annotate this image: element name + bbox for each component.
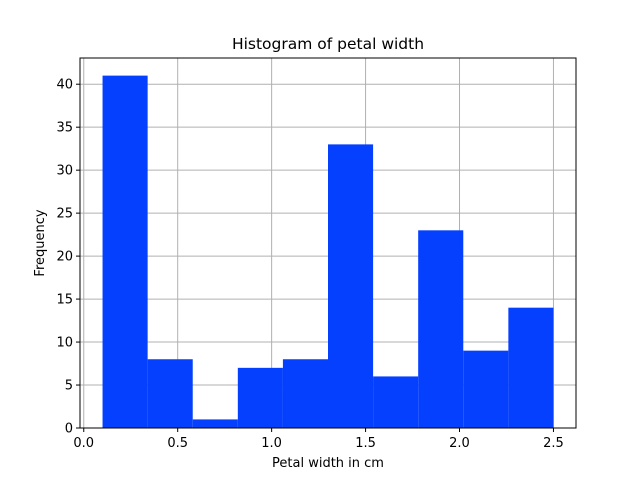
- histogram-bar: [418, 230, 464, 428]
- y-tick-label: 5: [65, 379, 73, 394]
- y-tick-label: 0: [65, 422, 73, 437]
- y-tick-label: 40: [56, 78, 73, 93]
- y-tick-label: 20: [56, 250, 73, 265]
- x-tick-label: 0.5: [167, 436, 188, 451]
- histogram-bars: [102, 75, 554, 428]
- y-tick-label: 35: [56, 121, 73, 136]
- x-tick-label: 0.0: [73, 436, 94, 451]
- x-tick-label: 2.0: [449, 436, 470, 451]
- histogram-bar: [282, 359, 328, 428]
- histogram-bar: [192, 419, 238, 428]
- histogram-bar: [328, 144, 374, 428]
- chart-title: Histogram of petal width: [232, 35, 424, 53]
- x-tick-label: 2.5: [543, 436, 564, 451]
- y-tick-label: 10: [56, 336, 73, 351]
- histogram-bar: [237, 367, 283, 428]
- axis-ticks: 0.0 0.5 1.0 1.5 2.0 2.5 0 5 10 15 20 25 30 35 40: [56, 78, 563, 451]
- histogram-bar: [373, 376, 419, 428]
- y-axis-label: Frequency: [33, 209, 48, 276]
- histogram-bar: [508, 307, 554, 428]
- x-axis-label: Petal width in cm: [272, 456, 384, 471]
- plot-frame: [79, 57, 577, 429]
- y-tick-label: 15: [56, 293, 73, 308]
- histogram-bar: [463, 350, 509, 428]
- y-tick-label: 30: [56, 164, 73, 179]
- x-tick-label: 1.5: [355, 436, 376, 451]
- y-tick-label: 25: [56, 207, 73, 222]
- histogram-bar: [102, 75, 148, 428]
- x-tick-label: 1.0: [261, 436, 282, 451]
- histogram-bar: [147, 359, 193, 428]
